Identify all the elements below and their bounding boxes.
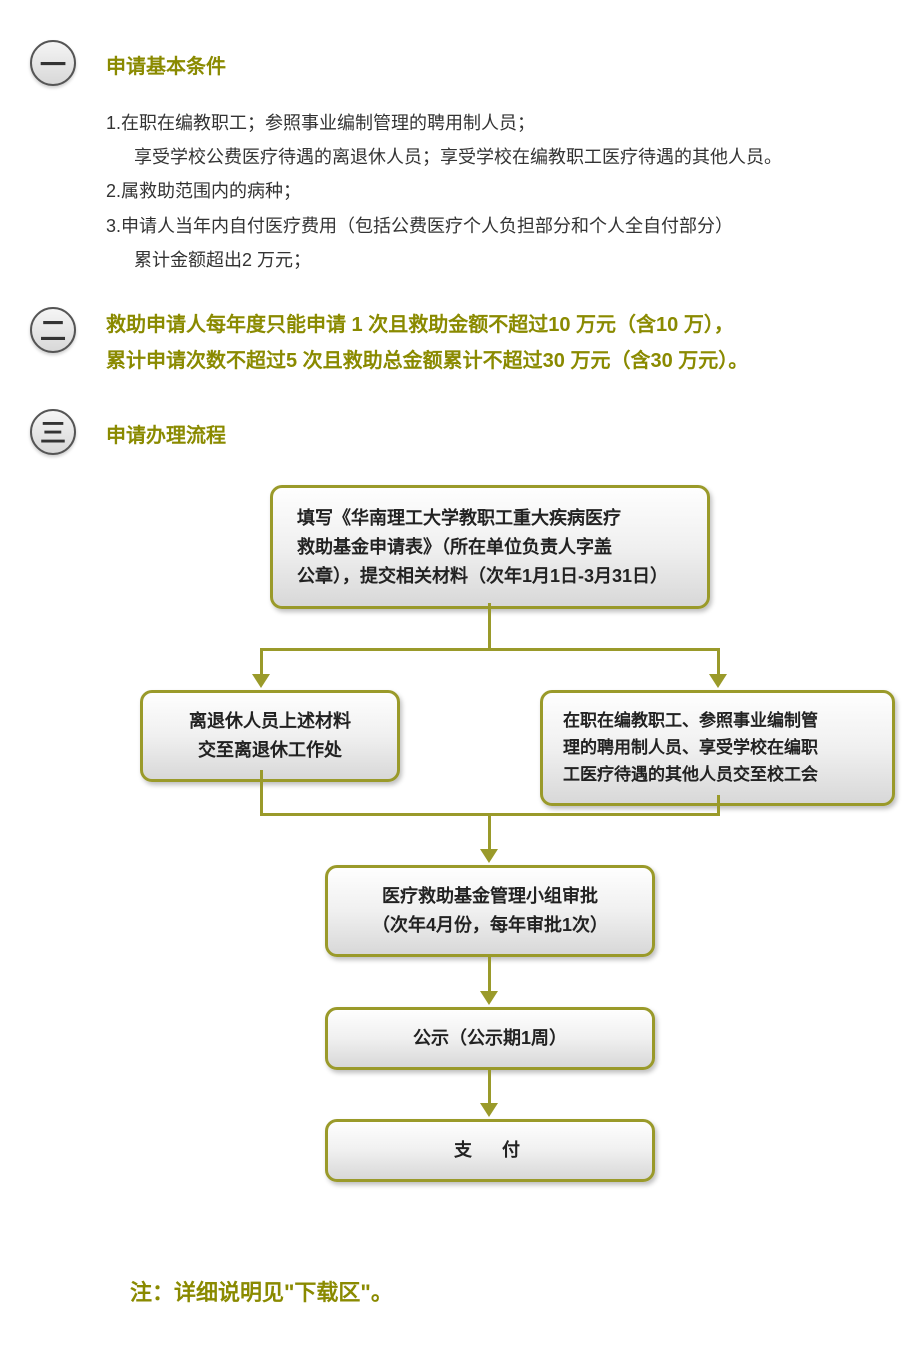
connector-line: [488, 603, 491, 648]
badge-three: 三: [30, 409, 76, 455]
connector-line: [260, 648, 720, 651]
section-two-line2: 累计申请次数不超过5 次且救助总金额累计不超过30 万元（含30 万元）。: [106, 343, 748, 379]
connector-line: [717, 648, 720, 676]
badge-two: 二: [30, 307, 76, 353]
list-item-1: 1.在职在编教职工；参照事业编制管理的聘用制人员；: [106, 106, 877, 140]
arrow-icon: [480, 1103, 498, 1117]
footer-note: 注：详细说明见"下载区"。: [130, 1275, 877, 1307]
flow-left-line1: 离退休人员上述材料: [163, 707, 377, 736]
flow-review-line2: （次年4月份，每年审批1次）: [348, 911, 632, 940]
arrow-icon: [709, 674, 727, 688]
section-one-list: 1.在职在编教职工；参照事业编制管理的聘用制人员； 享受学校公费医疗待遇的离退休…: [106, 106, 877, 277]
flow-node-publish: 公示（公示期1周）: [325, 1007, 655, 1070]
list-item-3: 3.申请人当年内自付医疗费用（包括公费医疗个人负担部分和个人全自付部分）: [106, 209, 877, 243]
list-item-3b: 累计金额超出2 万元；: [106, 243, 877, 277]
flow-start-line2: 救助基金申请表》（所在单位负责人字盖: [297, 533, 683, 562]
connector-line: [717, 795, 720, 815]
connector-line: [260, 648, 263, 676]
flow-start-line1: 填写《华南理工大学教职工重大疾病医疗: [297, 504, 683, 533]
flow-left-line2: 交至离退休工作处: [163, 736, 377, 765]
flow-right-line2: 理的聘用制人员、享受学校在编职: [563, 734, 872, 761]
flow-right-line1: 在职在编教职工、参照事业编制管: [563, 707, 872, 734]
badge-one: 一: [30, 40, 76, 86]
list-item-2: 2.属救助范围内的病种；: [106, 174, 877, 208]
section-two-header: 二 救助申请人每年度只能申请 1 次且救助金额不超过10 万元（含10 万）， …: [30, 307, 877, 379]
flow-start-line3: 公章），提交相关材料（次年1月1日-3月31日）: [297, 562, 683, 591]
arrow-icon: [480, 849, 498, 863]
section-two-line1: 救助申请人每年度只能申请 1 次且救助金额不超过10 万元（含10 万），: [106, 307, 748, 343]
connector-line: [488, 1067, 491, 1105]
flow-review-line1: 医疗救助基金管理小组审批: [348, 882, 632, 911]
section-one-header: 一 申请基本条件: [30, 40, 877, 86]
connector-line: [488, 955, 491, 993]
flow-node-left: 离退休人员上述材料 交至离退休工作处: [140, 690, 400, 782]
arrow-icon: [252, 674, 270, 688]
section-one-title: 申请基本条件: [106, 50, 226, 79]
section-three-title: 申请办理流程: [106, 419, 226, 448]
flow-right-line3: 工医疗待遇的其他人员交至校工会: [563, 761, 872, 788]
connector-line: [488, 813, 491, 851]
section-three-header: 三 申请办理流程: [30, 409, 877, 455]
flow-node-right: 在职在编教职工、参照事业编制管 理的聘用制人员、享受学校在编职 工医疗待遇的其他…: [540, 690, 895, 806]
arrow-icon: [480, 991, 498, 1005]
connector-line: [260, 770, 263, 815]
list-item-1b: 享受学校公费医疗待遇的离退休人员；享受学校在编教职工医疗待遇的其他人员。: [106, 140, 877, 174]
flow-node-review: 医疗救助基金管理小组审批 （次年4月份，每年审批1次）: [325, 865, 655, 957]
flow-node-start: 填写《华南理工大学教职工重大疾病医疗 救助基金申请表》（所在单位负责人字盖 公章…: [270, 485, 710, 609]
flow-node-pay: 支 付: [325, 1119, 655, 1182]
